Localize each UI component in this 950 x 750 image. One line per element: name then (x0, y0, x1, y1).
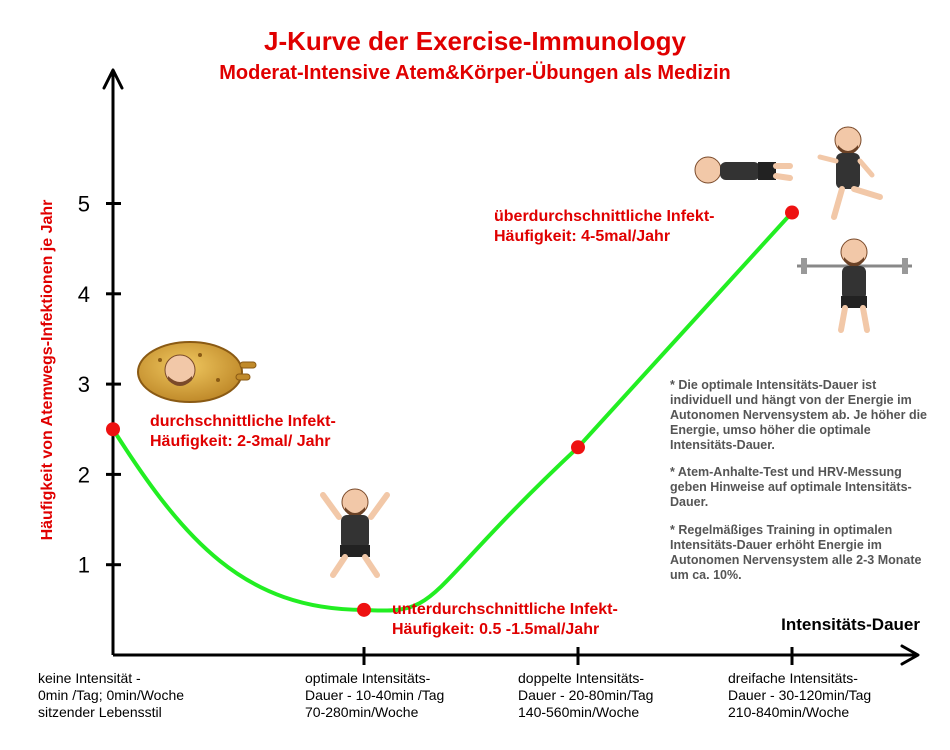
running-avatar (817, 126, 883, 220)
jumping-avatar (320, 488, 390, 578)
annotation-below-line1: unterdurchschnittliche Infekt- (392, 601, 618, 618)
x-label-line: 140-560min/Woche (518, 704, 640, 720)
x-label-line: doppelte Intensitäts- (518, 670, 645, 686)
y-axis-arrow (102, 68, 124, 90)
y-tick-label-3: 4 (78, 282, 90, 307)
chart-subtitle: Moderat-Intensive Atem&Körper-Übungen al… (219, 62, 731, 84)
y-tick-label-2: 3 (78, 372, 90, 397)
x-axis-label: Intensitäts-Dauer (781, 615, 920, 634)
couch-potato-avatar (137, 341, 257, 403)
x-label-line: Dauer - 20-80min/Tag (518, 687, 654, 703)
x-label-line: dreifache Intensitäts- (728, 670, 858, 686)
x-label-line: 210-840min/Woche (728, 704, 850, 720)
chart-title: J-Kurve der Exercise-Immunology (264, 26, 686, 56)
axes (102, 68, 920, 666)
note-1: * Die optimale Intensitäts-Dauer ist ind… (670, 378, 928, 452)
data-point-3 (785, 205, 799, 220)
y-tick-label-0: 1 (78, 553, 90, 578)
annotation-above-line2: Häufigkeit: 4-5mal/Jahr (494, 228, 671, 245)
annotation-average-line1: durchschnittliche Infekt- (150, 413, 336, 430)
data-point-0 (106, 422, 120, 437)
y-ticks: 1 2 3 4 5 (78, 192, 121, 578)
x-tick-label-1: optimale Intensitäts- Dauer - 10-40min /… (305, 670, 444, 721)
annotation-above-line1: überdurchschnittliche Infekt- (494, 208, 715, 225)
lying-exhausted-avatar (694, 156, 793, 184)
x-label-line: 70-280min/Woche (305, 704, 419, 720)
annotation-below-average: unterdurchschnittliche Infekt- Häufigkei… (392, 600, 618, 640)
annotation-above-average: überdurchschnittliche Infekt- Häufigkeit… (494, 207, 714, 247)
x-tick-label-0: keine Intensität - 0min /Tag; 0min/Woche… (38, 670, 184, 721)
y-axis-label: Häufigkeit von Atemwegs-Infektionen je J… (39, 200, 56, 541)
x-label-line: 0min /Tag; 0min/Woche (38, 687, 185, 703)
x-label-line: Dauer - 30-120min/Tag (728, 687, 872, 703)
data-markers (106, 205, 799, 617)
data-point-1 (357, 602, 371, 617)
annotation-average: durchschnittliche Infekt- Häufigkeit: 2-… (150, 412, 336, 452)
data-point-2 (571, 440, 585, 455)
barbell-squat-avatar (797, 238, 912, 333)
x-label-line: sitzender Lebensstil (38, 704, 162, 720)
annotation-below-line2: Häufigkeit: 0.5 -1.5mal/Jahr (392, 621, 600, 638)
x-axis-arrow (900, 644, 920, 666)
y-tick-label-4: 5 (78, 192, 90, 217)
x-tick-label-2: doppelte Intensitäts- Dauer - 20-80min/T… (518, 670, 653, 721)
note-2: * Atem-Anhalte-Test und HRV-Messung gebe… (670, 465, 912, 509)
x-label-line: Dauer - 10-40min /Tag (305, 687, 445, 703)
y-tick-label-1: 2 (78, 462, 90, 487)
x-ticks (362, 647, 794, 665)
x-tick-label-3: dreifache Intensitäts- Dauer - 30-120min… (728, 670, 871, 721)
annotation-average-line2: Häufigkeit: 2-3mal/ Jahr (150, 433, 331, 450)
x-label-line: optimale Intensitäts- (305, 670, 431, 686)
x-label-line: keine Intensität - (38, 670, 141, 686)
note-3: * Regelmäßiges Training in optimalen Int… (670, 523, 922, 582)
